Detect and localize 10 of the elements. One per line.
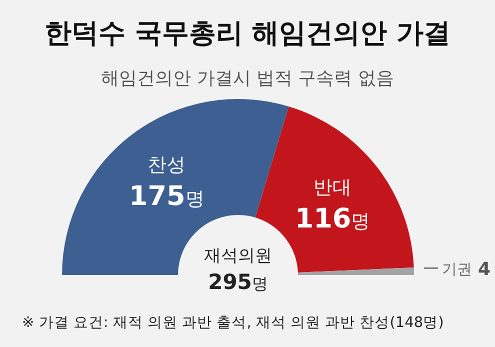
- data-label: 116명: [294, 204, 370, 235]
- chart-title: 한덕수 국무총리 해임건의안 가결: [44, 18, 451, 49]
- slice-label: 기권: [442, 260, 472, 278]
- text: 재석의원 295명: [204, 246, 272, 294]
- slice-label: 반대: [314, 176, 352, 199]
- data-label: 4: [478, 259, 490, 280]
- text: ※ 가결 요건: 재적 의원 과반 출석, 재석 의원 과반 찬성(148명): [22, 315, 444, 331]
- data-label: 175명: [128, 180, 204, 212]
- chart-subtitle: 해임건의안 가결시 법적 구속력 없음: [101, 68, 394, 89]
- slice-label: 찬성: [148, 154, 186, 176]
